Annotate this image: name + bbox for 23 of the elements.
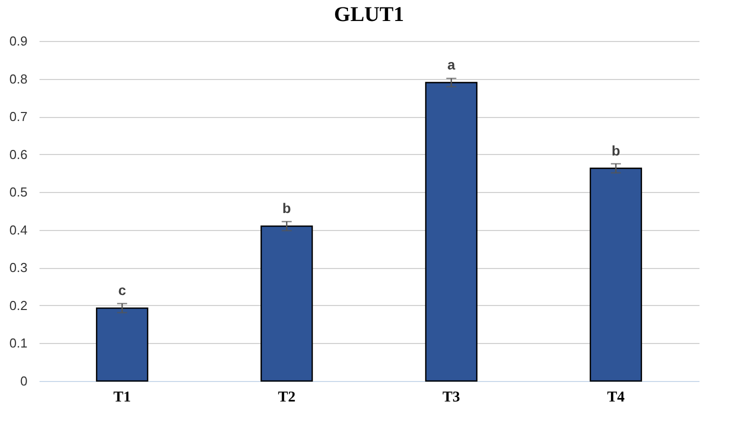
bar: [425, 82, 478, 382]
y-tick-label: 0.7: [9, 109, 28, 124]
bar: [590, 168, 642, 382]
annotation: b: [282, 200, 291, 216]
y-tick-label: 0.9: [9, 34, 28, 48]
y-tick-label: 0.2: [9, 298, 28, 313]
x-tick-label: T4: [607, 390, 626, 406]
bar: [260, 225, 313, 382]
annotation: c: [118, 282, 126, 298]
y-tick-label: 0.8: [9, 71, 28, 86]
y-tick-label: 0.3: [9, 260, 28, 276]
chart-title: GLUT1: [334, 2, 404, 26]
x-tick-label: T1: [113, 390, 131, 406]
annotation: a: [447, 56, 456, 73]
x-tick-label: T2: [278, 390, 296, 406]
bar: [96, 307, 148, 382]
y-tick-label: 0.6: [9, 146, 28, 162]
y-tick-label: 0.1: [9, 336, 28, 351]
annotation: b: [612, 142, 620, 158]
x-tick-label: T3: [442, 390, 460, 406]
y-tick-label: 0.5: [9, 184, 28, 200]
y-tick-label: 0: [20, 374, 28, 388]
y-tick-label: 0.4: [9, 222, 28, 238]
